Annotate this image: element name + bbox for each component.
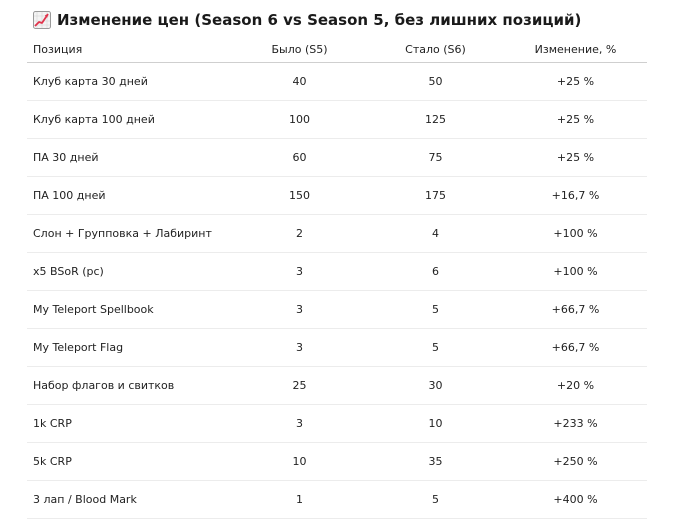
table-row: 1k CRP 3 10 +233 % [27, 404, 647, 443]
cell-change: +16,7 % [504, 176, 647, 215]
cell-change: +66,7 % [504, 290, 647, 329]
table-row: ПА 30 дней 60 75 +25 % [27, 138, 647, 177]
cell-now: 30 [367, 366, 504, 405]
cell-now: 35 [367, 442, 504, 481]
cell-was: 25 [232, 366, 367, 405]
cell-position: ПА 100 дней [27, 176, 232, 215]
cell-was: 3 [232, 290, 367, 329]
document: Изменение цен (Season 6 vs Season 5, без… [27, 11, 647, 519]
cell-was: 100 [232, 100, 367, 139]
cell-position: 3 лап / Blood Mark [27, 480, 232, 519]
column-header-position: Позиция [27, 36, 232, 63]
cell-position: My Teleport Flag [27, 328, 232, 367]
cell-position: 1k CRP [27, 404, 232, 443]
cell-now: 4 [367, 214, 504, 253]
cell-position: x5 BSoR (pc) [27, 252, 232, 291]
cell-was: 1 [232, 480, 367, 519]
cell-now: 75 [367, 138, 504, 177]
cell-was: 40 [232, 62, 367, 101]
table-row: Клуб карта 100 дней 100 125 +25 % [27, 100, 647, 139]
cell-position: ПА 30 дней [27, 138, 232, 177]
cell-position: Слон + Групповка + Лабиринт [27, 214, 232, 253]
column-header-change: Изменение, % [504, 36, 647, 63]
cell-was: 2 [232, 214, 367, 253]
table-row: 3 лап / Blood Mark 1 5 +400 % [27, 480, 647, 519]
cell-was: 3 [232, 252, 367, 291]
cell-was: 3 [232, 404, 367, 443]
table-row: ПА 100 дней 150 175 +16,7 % [27, 176, 647, 215]
cell-was: 10 [232, 442, 367, 481]
column-header-now: Стало (S6) [367, 36, 504, 63]
cell-position: My Teleport Spellbook [27, 290, 232, 329]
cell-change: +66,7 % [504, 328, 647, 367]
table-row: x5 BSoR (pc) 3 6 +100 % [27, 252, 647, 291]
price-change-table: Позиция Было (S5) Стало (S6) Изменение, … [27, 36, 647, 519]
cell-position: Набор флагов и свитков [27, 366, 232, 405]
cell-change: +233 % [504, 404, 647, 443]
cell-position: Клуб карта 30 дней [27, 62, 232, 101]
cell-change: +25 % [504, 138, 647, 177]
cell-position: 5k CRP [27, 442, 232, 481]
cell-now: 50 [367, 62, 504, 101]
cell-was: 150 [232, 176, 367, 215]
table-header-row: Позиция Было (S5) Стало (S6) Изменение, … [27, 36, 647, 63]
page-title-text: Изменение цен (Season 6 vs Season 5, без… [57, 11, 582, 29]
cell-change: +400 % [504, 480, 647, 519]
column-header-was: Было (S5) [232, 36, 367, 63]
table-row: My Teleport Spellbook 3 5 +66,7 % [27, 290, 647, 329]
cell-now: 5 [367, 328, 504, 367]
cell-now: 5 [367, 480, 504, 519]
page-title: Изменение цен (Season 6 vs Season 5, без… [33, 11, 581, 29]
table-row: Слон + Групповка + Лабиринт 2 4 +100 % [27, 214, 647, 253]
cell-now: 10 [367, 404, 504, 443]
cell-now: 5 [367, 290, 504, 329]
table-body: Клуб карта 30 дней 40 50 +25 % Клуб карта 10… [27, 62, 647, 519]
cell-now: 125 [367, 100, 504, 139]
cell-position: Клуб карта 100 дней [27, 100, 232, 139]
cell-change: +25 % [504, 62, 647, 101]
cell-was: 3 [232, 328, 367, 367]
cell-change: +25 % [504, 100, 647, 139]
table-row: Клуб карта 30 дней 40 50 +25 % [27, 62, 647, 101]
cell-change: +100 % [504, 214, 647, 253]
table-row: 5k CRP 10 35 +250 % [27, 442, 647, 481]
cell-change: +20 % [504, 366, 647, 405]
cell-change: +100 % [504, 252, 647, 291]
table-row: Набор флагов и свитков 25 30 +20 % [27, 366, 647, 405]
cell-now: 6 [367, 252, 504, 291]
cell-was: 60 [232, 138, 367, 177]
cell-now: 175 [367, 176, 504, 215]
chart-increasing-icon [33, 11, 51, 29]
cell-change: +250 % [504, 442, 647, 481]
table-row: My Teleport Flag 3 5 +66,7 % [27, 328, 647, 367]
